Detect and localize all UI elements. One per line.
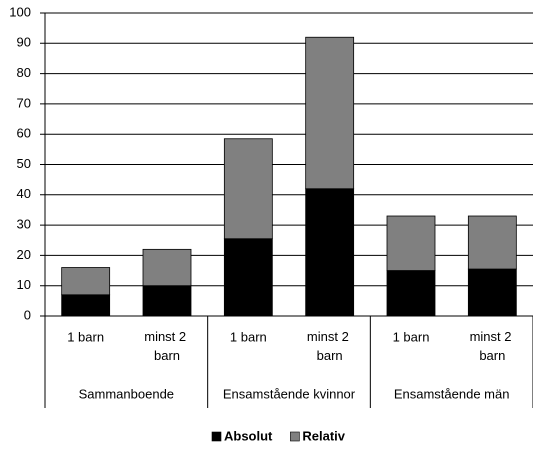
bar-segment [467, 215, 517, 270]
x-tick-label: minst 2 barn [470, 329, 516, 363]
group-label: Ensamstående män [394, 386, 510, 401]
group-label: Ensamstående kvinnor [223, 386, 356, 401]
y-tick-label: 30 [17, 217, 31, 232]
bar-segment [467, 268, 517, 317]
y-tick-label: 40 [17, 186, 31, 201]
bar-segment [61, 267, 111, 296]
bar-segment [305, 36, 355, 190]
y-tick-label: 0 [24, 307, 31, 322]
y-tick-label: 50 [17, 156, 31, 171]
x-tick-label: 1 barn [393, 329, 430, 344]
legend-swatch [290, 431, 300, 442]
bar-segment [386, 270, 436, 317]
y-tick-label: 60 [17, 126, 31, 141]
bar-segment [142, 248, 192, 287]
bar-segment [305, 188, 355, 317]
x-tick-label: minst 2 barn [307, 329, 353, 363]
x-tick-label: minst 2 barn [144, 329, 190, 363]
bar-segment [223, 238, 273, 317]
bar-segment [386, 215, 436, 271]
y-tick-label: 90 [17, 35, 31, 50]
y-tick-label: 20 [17, 247, 31, 262]
group-label: Sammanboende [79, 386, 174, 401]
bar-segment [61, 294, 111, 317]
y-tick-label: 100 [9, 4, 31, 19]
y-tick-label: 10 [17, 277, 31, 292]
bar-segment [223, 138, 273, 240]
legend-swatch [211, 431, 222, 442]
legend-label: Relativ [302, 428, 345, 443]
y-tick-label: 70 [17, 95, 31, 110]
legend-label: Absolut [224, 428, 273, 443]
y-tick-label: 80 [17, 65, 31, 80]
bar-segment [142, 285, 192, 317]
x-tick-label: 1 barn [230, 329, 267, 344]
x-tick-label: 1 barn [67, 329, 104, 344]
